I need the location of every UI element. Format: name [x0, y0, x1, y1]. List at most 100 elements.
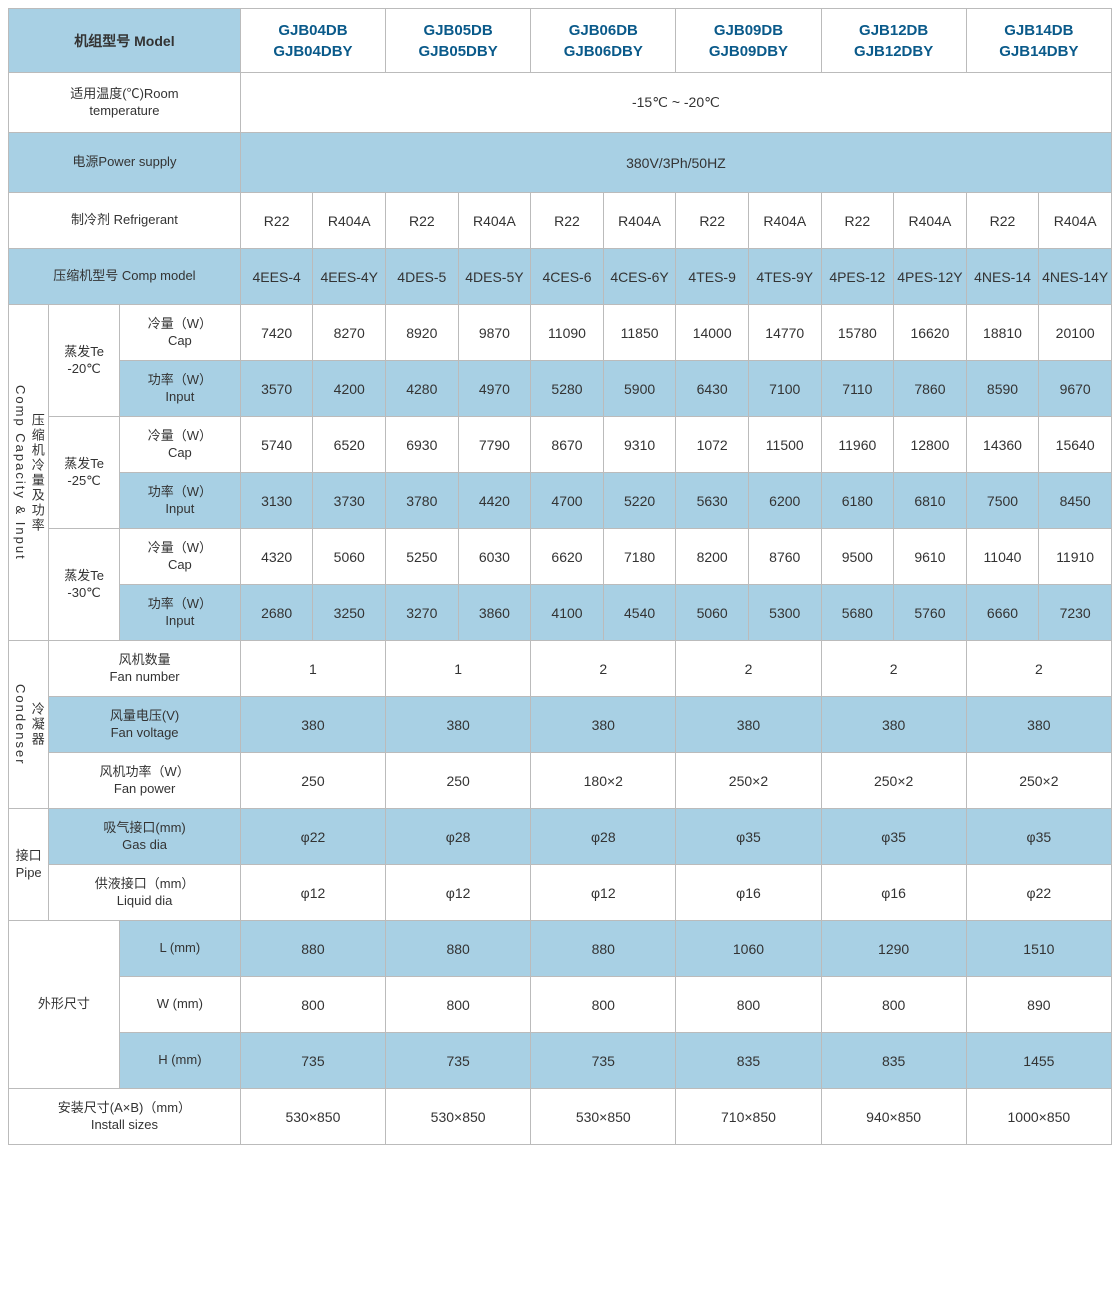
cell: 4CES-6Y: [603, 249, 676, 305]
cell: 380: [821, 697, 966, 753]
cell: R404A: [1039, 193, 1112, 249]
cell: 6660: [966, 585, 1039, 641]
cell: 5060: [313, 529, 386, 585]
cell: φ35: [966, 809, 1111, 865]
cell: 9310: [603, 417, 676, 473]
cell: 2: [531, 641, 676, 697]
cell: 3730: [313, 473, 386, 529]
row-fan-number: 冷凝器Condenser 风机数量Fan number 1 1 2 2 2 2: [9, 641, 1112, 697]
cell: 3270: [386, 585, 459, 641]
cell: 7500: [966, 473, 1039, 529]
cell: 380: [386, 697, 531, 753]
cell: 530×850: [531, 1089, 676, 1145]
cell: 6180: [821, 473, 894, 529]
te-20-label: 蒸发Te-20℃: [49, 305, 120, 417]
cell: 530×850: [386, 1089, 531, 1145]
cell: 835: [821, 1033, 966, 1089]
cell: 4420: [458, 473, 531, 529]
cell: 20100: [1039, 305, 1112, 361]
dim-l-label: L (mm): [119, 921, 240, 977]
cell: 4970: [458, 361, 531, 417]
dim-h-label: H (mm): [119, 1033, 240, 1089]
cell: 250: [240, 753, 385, 809]
cell: 530×850: [240, 1089, 385, 1145]
fan-number-label: 风机数量Fan number: [49, 641, 241, 697]
row-cap-30-cap: 蒸发Te-30℃ 冷量（W）Cap 4320 5060 5250 6030 66…: [9, 529, 1112, 585]
row-cap-20-cap: 压缩机冷量及功率Comp Capacity & Input 蒸发Te-20℃ 冷…: [9, 305, 1112, 361]
cell: 14360: [966, 417, 1039, 473]
pipe-group-label: 接口Pipe: [9, 809, 49, 921]
cap-label: 冷量（W）Cap: [119, 305, 240, 361]
cell: 4CES-6: [531, 249, 604, 305]
cell: 4540: [603, 585, 676, 641]
cell: 835: [676, 1033, 821, 1089]
cell: 18810: [966, 305, 1039, 361]
cell: 5280: [531, 361, 604, 417]
cell: 3860: [458, 585, 531, 641]
cell: 800: [386, 977, 531, 1033]
cell: 9610: [894, 529, 967, 585]
cell: 6810: [894, 473, 967, 529]
cell: 7790: [458, 417, 531, 473]
cell: R22: [821, 193, 894, 249]
cell: R404A: [603, 193, 676, 249]
cell: 800: [531, 977, 676, 1033]
cell: 2: [821, 641, 966, 697]
cell: 7860: [894, 361, 967, 417]
cell: 14770: [748, 305, 821, 361]
cell: 8920: [386, 305, 459, 361]
cell: 4DES-5Y: [458, 249, 531, 305]
cell: 1510: [966, 921, 1111, 977]
cell: 11040: [966, 529, 1039, 585]
cell: 16620: [894, 305, 967, 361]
cell: 3250: [313, 585, 386, 641]
cell: 880: [386, 921, 531, 977]
cell: φ35: [676, 809, 821, 865]
cell: 8760: [748, 529, 821, 585]
cell: 800: [240, 977, 385, 1033]
cell: 250×2: [966, 753, 1111, 809]
model-1: GJB05DBGJB05DBY: [386, 9, 531, 73]
cell: φ35: [821, 809, 966, 865]
cell: 4EES-4Y: [313, 249, 386, 305]
model-4: GJB12DBGJB12DBY: [821, 9, 966, 73]
model-3: GJB09DBGJB09DBY: [676, 9, 821, 73]
row-power-supply: 电源Power supply 380V/3Ph/50HZ: [9, 133, 1112, 193]
cell: 8270: [313, 305, 386, 361]
cell: 880: [531, 921, 676, 977]
row-comp-model: 压缩机型号 Comp model 4EES-4 4EES-4Y 4DES-5 4…: [9, 249, 1112, 305]
cell: 4700: [531, 473, 604, 529]
cell: R404A: [894, 193, 967, 249]
cell: 12800: [894, 417, 967, 473]
row-cap-20-inp: 功率（W）Input 3570 4200 4280 4970 5280 5900…: [9, 361, 1112, 417]
cell: 5220: [603, 473, 676, 529]
fan-power-label: 风机功率（W）Fan power: [49, 753, 241, 809]
cell: 6620: [531, 529, 604, 585]
row-dim-h: H (mm) 735 735 735 835 835 1455: [9, 1033, 1112, 1089]
cell: 4TES-9: [676, 249, 749, 305]
row-dim-l: 外形尺寸 L (mm) 880 880 880 1060 1290 1510: [9, 921, 1112, 977]
cell-refrig-label: 制冷剂 Refrigerant: [9, 193, 241, 249]
dim-w-label: W (mm): [119, 977, 240, 1033]
cell: 880: [240, 921, 385, 977]
cell: 735: [531, 1033, 676, 1089]
cell: 4280: [386, 361, 459, 417]
fan-voltage-label: 风量电压(V)Fan voltage: [49, 697, 241, 753]
cell: 380: [531, 697, 676, 753]
cell: 5060: [676, 585, 749, 641]
cell: φ28: [386, 809, 531, 865]
model-5: GJB14DBGJB14DBY: [966, 9, 1111, 73]
cell: 250×2: [821, 753, 966, 809]
cell: 3570: [240, 361, 313, 417]
cell: R22: [676, 193, 749, 249]
cell: 735: [240, 1033, 385, 1089]
cell: R22: [240, 193, 313, 249]
cell: 4EES-4: [240, 249, 313, 305]
cell: 7110: [821, 361, 894, 417]
cell: 5900: [603, 361, 676, 417]
cap-label: 冷量（W）Cap: [119, 417, 240, 473]
cell: 380: [966, 697, 1111, 753]
cell-power-value: 380V/3Ph/50HZ: [240, 133, 1111, 193]
cell: φ28: [531, 809, 676, 865]
cell: 250: [386, 753, 531, 809]
